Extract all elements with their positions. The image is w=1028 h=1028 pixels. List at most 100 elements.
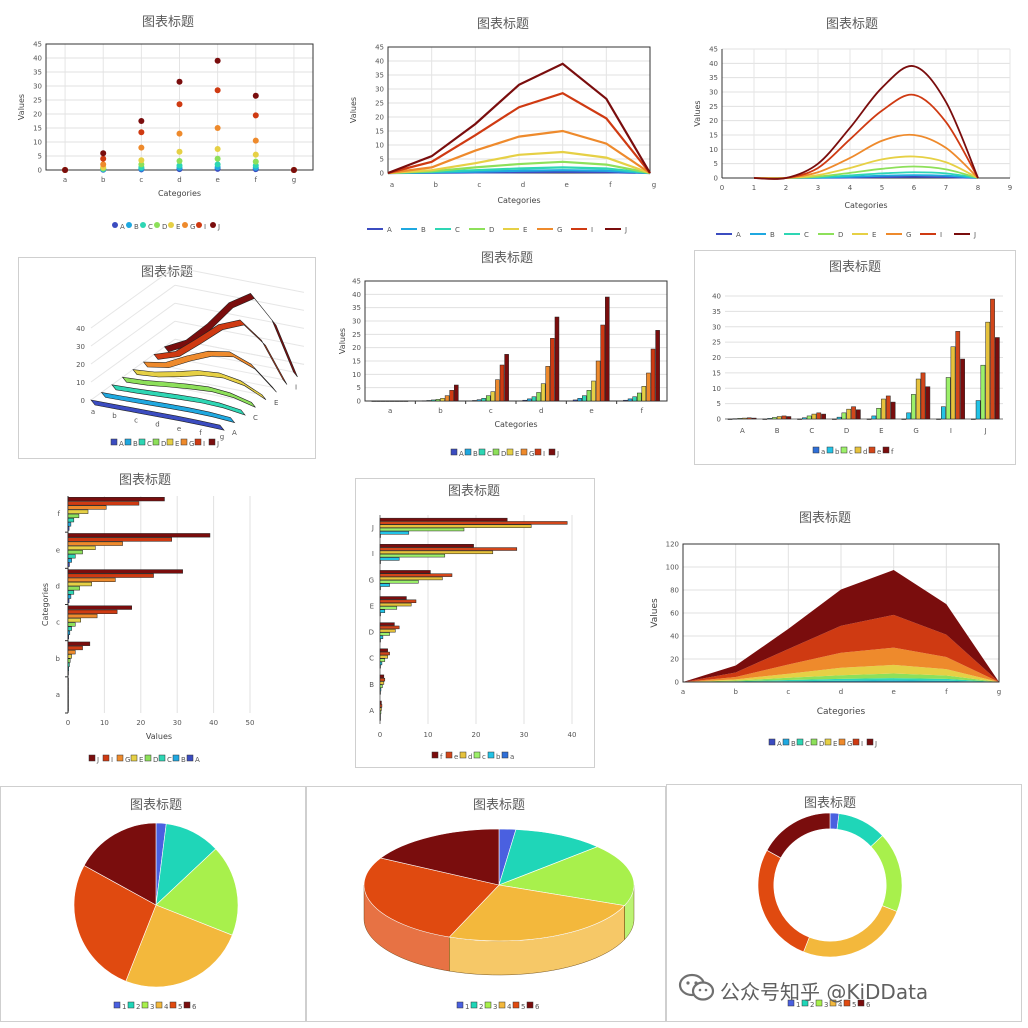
bar bbox=[797, 418, 802, 420]
bar bbox=[67, 594, 72, 599]
x-tick-label: b bbox=[438, 407, 443, 415]
pie-slice-4 bbox=[448, 884, 626, 942]
legend-label: 3 bbox=[824, 1001, 828, 1009]
y-tick-label: 20 bbox=[33, 111, 42, 119]
bar bbox=[727, 418, 733, 420]
bar bbox=[67, 618, 81, 623]
legend-label: 5 bbox=[178, 1003, 182, 1011]
legend-swatch bbox=[484, 1001, 492, 1009]
legend-label: f bbox=[440, 753, 443, 761]
x-tick-label: e bbox=[589, 407, 593, 415]
bar bbox=[540, 383, 546, 402]
legend-swatch bbox=[459, 751, 467, 759]
x-tick-label: 7 bbox=[944, 184, 948, 192]
x-tick-label: 1 bbox=[752, 184, 756, 192]
y-tick-label: I bbox=[372, 550, 374, 558]
y-tick-label: 15 bbox=[352, 358, 361, 366]
data-point bbox=[176, 158, 183, 165]
bar bbox=[980, 364, 986, 420]
bar bbox=[379, 524, 532, 528]
series-G bbox=[394, 360, 651, 402]
x-tick-label: B bbox=[775, 427, 780, 435]
x-tick-label: d bbox=[539, 407, 543, 415]
x-tick-label: 30 bbox=[173, 719, 182, 727]
bar bbox=[751, 417, 757, 420]
pie bbox=[73, 822, 239, 988]
bar bbox=[67, 654, 72, 659]
series-a bbox=[379, 534, 381, 721]
bar bbox=[67, 550, 83, 555]
bar bbox=[67, 598, 70, 603]
bar bbox=[495, 379, 500, 402]
legend-swatch bbox=[152, 438, 160, 446]
y-tick-label: 35 bbox=[352, 304, 361, 312]
legend-label: G bbox=[190, 223, 195, 231]
series-E bbox=[683, 664, 999, 682]
series-C bbox=[67, 518, 76, 704]
bar bbox=[746, 417, 752, 420]
bar bbox=[970, 418, 976, 420]
x-tick-label: a bbox=[91, 408, 95, 416]
legend-swatch bbox=[130, 754, 138, 762]
legend-swatch bbox=[456, 1001, 464, 1009]
bar bbox=[821, 413, 826, 420]
x-tick-label: 3 bbox=[816, 184, 820, 192]
series-a bbox=[727, 418, 976, 420]
legend-label: A bbox=[736, 231, 741, 239]
bar bbox=[67, 518, 75, 523]
chart-panel-column: 图表标题 0 5 10 15 20 25 30 35 40 45 a b c d e f Categories Va… bbox=[335, 245, 680, 460]
y-axis-label: Categories bbox=[41, 583, 50, 626]
bar bbox=[379, 700, 382, 705]
pie-slice-2 bbox=[498, 829, 599, 886]
bar bbox=[67, 641, 91, 646]
data-point bbox=[100, 150, 107, 157]
bar bbox=[554, 316, 560, 402]
bar bbox=[440, 398, 445, 402]
series-c bbox=[379, 527, 465, 715]
bar bbox=[605, 296, 610, 402]
y-tick-label: 40 bbox=[712, 293, 721, 301]
legend-label: 2 bbox=[479, 1003, 483, 1011]
bar bbox=[67, 533, 211, 538]
legend-label: J bbox=[624, 226, 627, 234]
bar bbox=[379, 553, 446, 558]
y-tick-label: A bbox=[369, 707, 374, 715]
bar bbox=[67, 605, 132, 610]
bar bbox=[836, 416, 842, 420]
bar bbox=[985, 321, 991, 420]
series-I bbox=[153, 319, 288, 385]
bar bbox=[379, 677, 386, 682]
legend-label: I bbox=[111, 756, 113, 764]
bar bbox=[655, 330, 660, 402]
y-axis-label: Values bbox=[17, 94, 26, 120]
bar bbox=[915, 378, 921, 420]
depth-tick-label: E bbox=[274, 399, 278, 407]
chart-title: 图表标题 bbox=[477, 17, 529, 32]
bar bbox=[67, 686, 69, 691]
x-tick-label: 40 bbox=[209, 719, 218, 727]
bar bbox=[841, 412, 847, 420]
y-tick-label: 25 bbox=[375, 100, 384, 108]
legend-swatch bbox=[801, 999, 809, 1007]
pie-slice-3 bbox=[870, 835, 903, 912]
bar bbox=[767, 418, 772, 420]
legend-label: 5 bbox=[521, 1003, 525, 1011]
chart-panel-pie: 图表标题 1 2 3 4 5 6 bbox=[0, 786, 306, 1022]
bar bbox=[394, 400, 400, 402]
legend-label: 3 bbox=[150, 1003, 154, 1011]
bar bbox=[732, 418, 738, 420]
x-tick-label: a bbox=[681, 688, 685, 696]
bar bbox=[627, 398, 633, 402]
pie-chart: 图表标题 1 2 3 4 5 6 bbox=[73, 798, 239, 1011]
data-point bbox=[214, 125, 221, 131]
x-tick-label: d bbox=[155, 421, 159, 429]
x-tick-label: A bbox=[740, 427, 745, 435]
legend-label: d bbox=[863, 448, 867, 456]
y-tick-label: 40 bbox=[375, 58, 384, 66]
legend-label: D bbox=[819, 740, 824, 748]
bar bbox=[379, 544, 474, 548]
pie-slice-5 bbox=[363, 857, 500, 938]
bar bbox=[67, 541, 123, 546]
bar bbox=[379, 684, 383, 688]
